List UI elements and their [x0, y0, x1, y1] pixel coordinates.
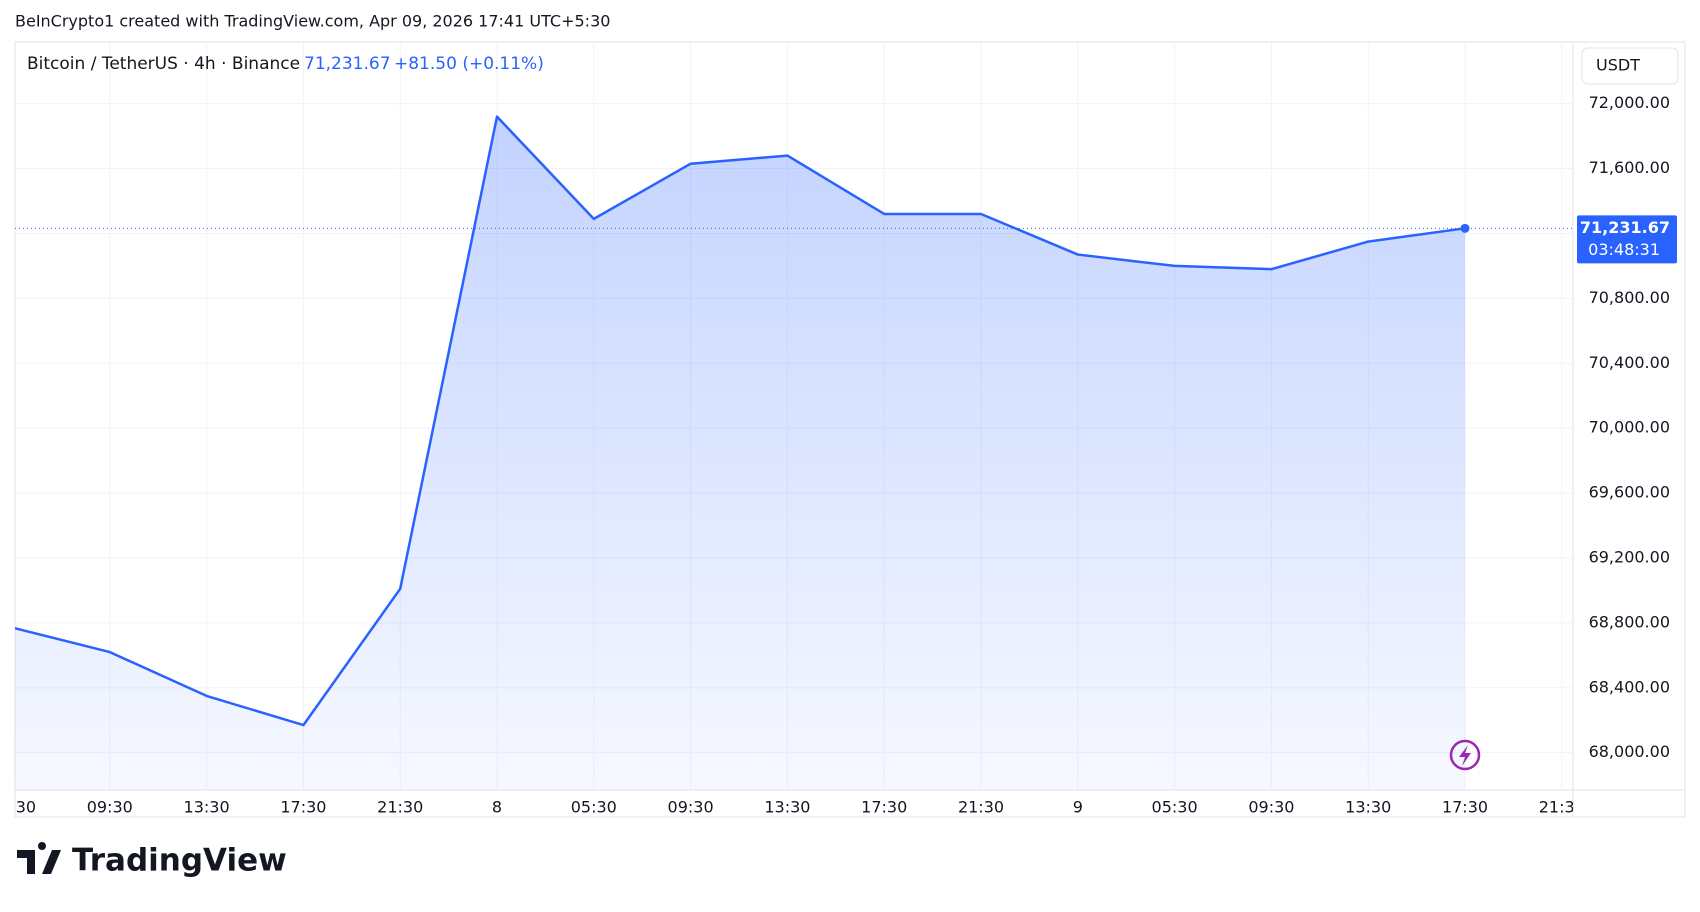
- logo-text: TradingView: [72, 843, 287, 879]
- x-tick-label: 09:30: [668, 798, 714, 817]
- x-tick-label: 17:30: [861, 798, 907, 817]
- x-tick-label: 17:30: [1442, 798, 1488, 817]
- x-tick-label: 21:30: [1539, 798, 1585, 817]
- y-tick-label: 68,400.00: [1589, 677, 1670, 696]
- symbol: Bitcoin / TetherUS · 4h · Binance: [27, 54, 300, 74]
- x-tick-label: 21:30: [377, 798, 423, 817]
- y-tick-label: 69,600.00: [1589, 483, 1670, 502]
- x-tick-label: 13:30: [184, 798, 230, 817]
- x-tick-label: 8: [492, 798, 502, 817]
- last-point: [1460, 223, 1470, 233]
- y-tick-label: 68,800.00: [1589, 612, 1670, 631]
- x-tick-label: 13:30: [1345, 798, 1391, 817]
- y-tick-label: 70,000.00: [1589, 418, 1670, 437]
- y-tick-label: 71,600.00: [1589, 158, 1670, 177]
- y-tick-label: 70,400.00: [1589, 353, 1670, 372]
- x-tick-label: 9: [1073, 798, 1083, 817]
- currency-button[interactable]: [1581, 47, 1679, 85]
- x-tick-label: 09:30: [1248, 798, 1294, 817]
- last-price-box: [1577, 215, 1677, 264]
- legend-change: +81.50 (+0.11%): [394, 54, 544, 74]
- area-fill: [15, 116, 1465, 790]
- legend-price: 71,231.67: [304, 54, 391, 74]
- x-tick-label: 13:30: [764, 798, 810, 817]
- price-line: [15, 115, 1466, 727]
- y-tick-label: 69,200.00: [1589, 547, 1670, 566]
- countdown: 03:48:31: [1588, 240, 1660, 259]
- footer-logo: TradingView: [17, 842, 287, 879]
- x-tick-label: 21:30: [958, 798, 1004, 817]
- credit: BeInCrypto1 created with TradingView.com…: [15, 12, 610, 31]
- y-tick-label: 68,000.00: [1589, 742, 1670, 761]
- x-tick-label: 05:30: [571, 798, 617, 817]
- lightning-icon: [1449, 739, 1481, 771]
- chart-frame: [14, 41, 1686, 818]
- x-tick-label: 17:30: [280, 798, 326, 817]
- x-tick-label: 09:30: [87, 798, 133, 817]
- last-price-label: 71,231.67: [1580, 218, 1670, 237]
- y-tick-label: 72,000.00: [1589, 93, 1670, 112]
- y-tick-label: 70,800.00: [1589, 288, 1670, 307]
- currency[interactable]: USDT: [1596, 56, 1640, 75]
- x-tick-label: 05:30: [0, 798, 36, 817]
- x-tick-label: 05:30: [1152, 798, 1198, 817]
